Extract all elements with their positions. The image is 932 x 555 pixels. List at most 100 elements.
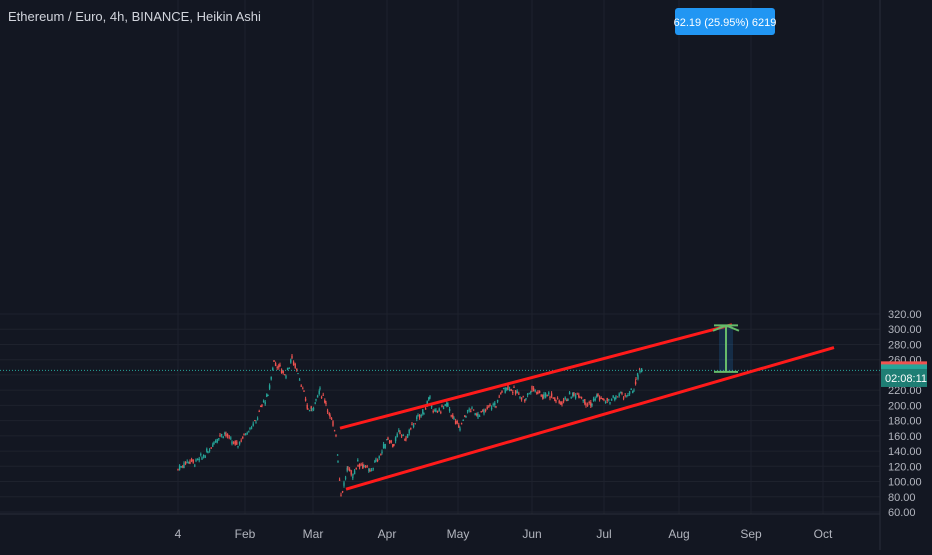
y-tick-label: 300.00: [888, 324, 922, 336]
candle-body: [214, 441, 217, 443]
candle-body: [536, 392, 538, 394]
candle-body: [272, 368, 274, 371]
candle-body: [620, 391, 622, 393]
candle-body: [350, 470, 352, 475]
candle-body: [561, 402, 563, 405]
candle-body: [512, 392, 514, 394]
candle-body: [591, 403, 593, 406]
candle-body: [374, 461, 376, 463]
candle-body: [376, 460, 379, 462]
candle-body: [516, 391, 518, 394]
candle-body: [262, 400, 265, 402]
candle-body: [579, 396, 581, 398]
candle-body: [194, 465, 196, 467]
candle-body: [252, 423, 254, 426]
candle-body: [375, 458, 377, 461]
candle-body: [506, 387, 508, 390]
candle-body: [340, 494, 342, 496]
candle-body: [380, 454, 382, 456]
candle-body: [392, 444, 394, 448]
candle-body: [598, 396, 601, 400]
candle-body: [470, 410, 472, 412]
candle-body: [566, 399, 568, 401]
candle-body: [294, 363, 296, 368]
channel-lower-line[interactable]: [345, 346, 835, 491]
candle-body: [640, 368, 643, 373]
candle-body: [195, 459, 197, 462]
candle-body: [428, 397, 430, 400]
candle-body: [486, 406, 488, 409]
candle-body: [368, 469, 370, 471]
candle-body: [370, 469, 373, 471]
candle-body: [564, 397, 566, 400]
candle-body: [525, 398, 527, 400]
candle-body: [538, 391, 541, 393]
candle-body: [184, 462, 187, 464]
candle-body: [634, 381, 637, 385]
candle-body: [489, 404, 491, 407]
candle-body: [440, 411, 442, 413]
y-tick-label: 180.00: [888, 416, 922, 428]
candle-body: [276, 367, 278, 369]
candle-body: [518, 393, 520, 395]
candle-body: [448, 409, 451, 412]
candle-body: [537, 392, 539, 394]
candle-body: [624, 395, 626, 397]
candle-body: [596, 394, 598, 397]
candle-body: [325, 403, 327, 405]
candle-body: [514, 390, 517, 394]
candle-body: [474, 413, 476, 416]
candle-body: [560, 402, 562, 405]
candle-body: [206, 448, 208, 452]
candle-body: [387, 437, 389, 440]
candle-body: [460, 423, 463, 425]
y-tick-label: 200.00: [888, 400, 922, 412]
candle-body: [364, 466, 367, 468]
candle-body: [230, 437, 232, 439]
x-tick-label: Jun: [522, 527, 541, 541]
x-tick-label: Apr: [378, 527, 397, 541]
candle-body: [202, 454, 205, 457]
candle-body: [574, 395, 577, 399]
candle-body: [201, 457, 203, 460]
candle-body: [352, 476, 354, 479]
candle-body: [520, 397, 523, 400]
candle-body: [243, 433, 245, 435]
candle-body: [189, 461, 191, 464]
candle-body: [459, 428, 461, 431]
candle-body: [394, 437, 397, 442]
candle-body: [484, 409, 487, 411]
candle-body: [435, 410, 437, 413]
candle-body: [594, 398, 596, 401]
candle-body: [256, 418, 259, 420]
candle-body: [418, 415, 421, 418]
countdown-badge: 02:08:11: [885, 373, 927, 385]
candle-body: [357, 459, 359, 461]
candle-body: [372, 468, 374, 470]
candle-body: [307, 408, 309, 410]
candle-body: [270, 376, 272, 380]
x-tick-label: May: [447, 527, 470, 541]
candle-body: [286, 367, 289, 370]
candle-body: [369, 469, 371, 472]
candle-body: [442, 407, 445, 409]
candle-body: [590, 402, 592, 406]
candle-body: [466, 410, 469, 412]
candle-body: [519, 396, 521, 398]
candle-body: [292, 361, 295, 365]
candle-body: [532, 388, 535, 392]
channel-upper-line[interactable]: [339, 323, 733, 430]
candle-body: [298, 379, 301, 381]
candle-body: [472, 409, 475, 411]
candle-body: [458, 424, 460, 428]
candle-body: [621, 392, 623, 394]
candle-body: [178, 465, 181, 470]
candle-body: [597, 393, 599, 397]
candle-body: [204, 455, 206, 458]
candle-body: [192, 459, 194, 463]
candle-body: [558, 400, 560, 404]
candle-body: [526, 393, 529, 396]
candle-body: [400, 435, 403, 437]
